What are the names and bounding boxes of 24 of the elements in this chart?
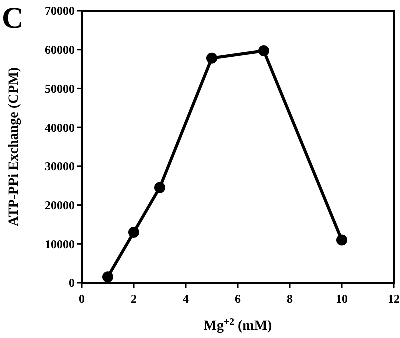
y-tick-label: 40000 (45, 120, 75, 135)
x-tick-label: 8 (287, 292, 293, 306)
point (128, 226, 140, 238)
y-tick-label: 70000 (45, 4, 75, 18)
y-tick-label: 0 (69, 276, 75, 290)
y-axis-title: ATP-PPi Exchange (CPM) (7, 67, 22, 227)
x-tick-label: 4 (183, 292, 189, 306)
x-tick-label: 10 (336, 292, 348, 306)
x-tick-label: 12 (388, 292, 400, 306)
x-axis-title: Mg$^{+2}$ (mM) (204, 316, 273, 334)
x-tick-label: 2 (131, 292, 137, 306)
point (336, 234, 348, 246)
y-tick-label: 60000 (45, 43, 75, 58)
y-tick-label: 30000 (45, 160, 75, 174)
x-tick-label: 6 (235, 292, 241, 306)
point (154, 182, 166, 194)
point (258, 46, 270, 57)
point (206, 52, 218, 64)
y-tick-label: 50000 (45, 82, 75, 96)
x-tick-label: 0 (79, 292, 85, 306)
y-tick-label: 20000 (45, 198, 75, 212)
chart-title: C (2, 2, 24, 35)
point (102, 272, 114, 283)
y-tick-label: 10000 (45, 237, 75, 252)
